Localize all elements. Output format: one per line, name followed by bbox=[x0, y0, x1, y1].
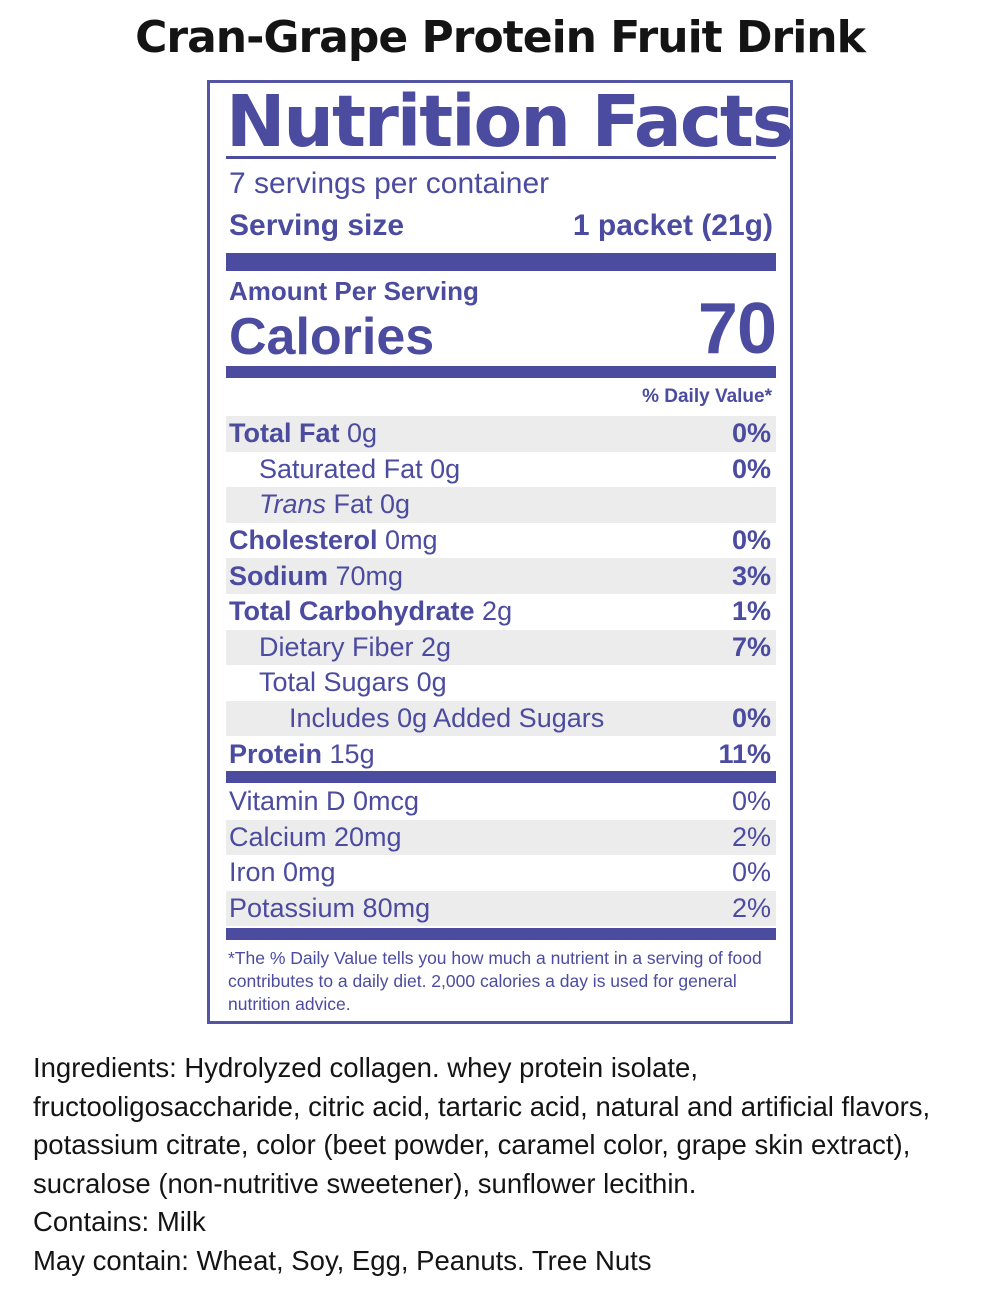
nutrient-name: Saturated Fat 0g bbox=[259, 453, 461, 484]
nutrient-amount: 2g bbox=[482, 596, 513, 627]
nutrient-rows: Total Fat 0g 0% Saturated Fat 0g 0% Tran… bbox=[226, 416, 776, 772]
vitamin-dv: 2% bbox=[731, 821, 771, 852]
nutrient-dv: 0% bbox=[731, 453, 771, 484]
nutrition-facts-title: Nutrition Facts bbox=[226, 80, 794, 163]
nutrient-dv: 0% bbox=[731, 703, 771, 734]
amount-per-serving: Amount Per Serving bbox=[229, 276, 479, 306]
serving-size-row: Serving size 1 packet (21g) bbox=[229, 209, 773, 243]
nutrient-name-italic: Trans bbox=[259, 489, 327, 520]
nutrient-row-total-carbohydrate: Total Carbohydrate 2g 1% bbox=[226, 594, 776, 630]
nutrient-dv: 0% bbox=[731, 525, 771, 556]
daily-value-header: % Daily Value* bbox=[642, 386, 772, 407]
nutrient-amount: 70mg bbox=[335, 560, 404, 591]
nutrient-name: Includes 0g Added Sugars bbox=[289, 703, 605, 734]
title-rule bbox=[226, 156, 776, 159]
nutrient-name: Cholesterol bbox=[229, 525, 378, 556]
nutrition-facts-label: Nutrition Facts 7 servings per container… bbox=[207, 80, 794, 1024]
nutrient-name: Total Sugars 0g bbox=[259, 667, 447, 698]
nutrient-row-protein: Protein 15g 11% bbox=[226, 736, 776, 772]
nutrient-dv: 1% bbox=[731, 596, 771, 627]
vitamin-name: Iron 0mg bbox=[229, 857, 336, 888]
nutrient-row-saturated-fat: Saturated Fat 0g 0% bbox=[226, 452, 776, 488]
nutrient-name: Sodium bbox=[229, 560, 328, 591]
calories-label: Calories bbox=[229, 308, 435, 366]
ingredients-section: Ingredients: Hydrolyzed collagen. whey p… bbox=[33, 1049, 973, 1281]
product-title: Cran-Grape Protein Fruit Drink bbox=[135, 12, 866, 63]
servings-per-container: 7 servings per container bbox=[229, 167, 550, 200]
thick-rule-vitamins bbox=[226, 771, 776, 783]
nutrient-row-trans-fat: Trans Fat 0g bbox=[226, 487, 776, 523]
nutrient-name: Dietary Fiber 2g bbox=[259, 631, 452, 662]
calories-rule bbox=[226, 366, 776, 378]
vitamin-name: Calcium 20mg bbox=[229, 821, 402, 852]
nutrient-name: Protein bbox=[229, 738, 323, 769]
nutrient-row-total-sugars: Total Sugars 0g bbox=[226, 665, 776, 701]
vitamin-row-iron: Iron 0mg 0% bbox=[226, 855, 776, 891]
nutrient-name: Fat 0g bbox=[333, 489, 411, 520]
nutrient-amount: 0mg bbox=[385, 525, 438, 556]
vitamin-name: Potassium 80mg bbox=[229, 893, 431, 924]
thick-rule-top bbox=[226, 253, 776, 271]
nutrient-name: Total Carbohydrate bbox=[229, 596, 475, 627]
vitamin-dv: 0% bbox=[731, 857, 771, 888]
nutrient-dv: 11% bbox=[718, 738, 771, 769]
allergen-contains: Contains: Milk bbox=[33, 1206, 206, 1238]
daily-value-footnote: *The % Daily Value tells you how much a … bbox=[228, 948, 762, 1014]
serving-size-label: Serving size bbox=[229, 209, 405, 242]
nutrient-dv: 7% bbox=[731, 631, 771, 662]
nutrient-amount: 15g bbox=[329, 738, 375, 769]
nutrient-row-cholesterol: Cholesterol 0mg 0% bbox=[226, 523, 776, 559]
nutrient-name: Total Fat bbox=[229, 418, 340, 449]
nutrient-dv: 0% bbox=[731, 418, 771, 449]
nutrient-amount: 0g bbox=[347, 418, 378, 449]
vitamin-name: Vitamin D 0mcg bbox=[229, 786, 420, 817]
ingredients-text: Ingredients: Hydrolyzed collagen. whey p… bbox=[33, 1052, 931, 1199]
vitamin-row-calcium: Calcium 20mg 2% bbox=[226, 819, 776, 856]
vitamin-row-vitamin-d: Vitamin D 0mcg 0% bbox=[226, 784, 776, 820]
calories-value: 70 bbox=[697, 289, 777, 369]
allergen-may-contain: May contain: Wheat, Soy, Egg, Peanuts. T… bbox=[33, 1244, 652, 1276]
nutrient-row-total-fat: Total Fat 0g 0% bbox=[226, 416, 776, 452]
nutrient-row-sodium: Sodium 70mg 3% bbox=[226, 558, 776, 594]
serving-size-value: 1 packet (21g) bbox=[572, 209, 773, 242]
nutrient-row-added-sugars: Includes 0g Added Sugars 0% bbox=[226, 700, 776, 737]
vitamin-dv: 2% bbox=[731, 893, 771, 924]
nutrient-dv: 3% bbox=[731, 560, 771, 591]
vitamin-row-potassium: Potassium 80mg 2% bbox=[226, 890, 776, 927]
thick-rule-footnote bbox=[226, 928, 776, 940]
nutrient-row-dietary-fiber: Dietary Fiber 2g 7% bbox=[226, 629, 776, 666]
vitamin-rows: Vitamin D 0mcg 0% Calcium 20mg 2% Iron 0… bbox=[226, 784, 776, 927]
vitamin-dv: 0% bbox=[731, 786, 771, 817]
